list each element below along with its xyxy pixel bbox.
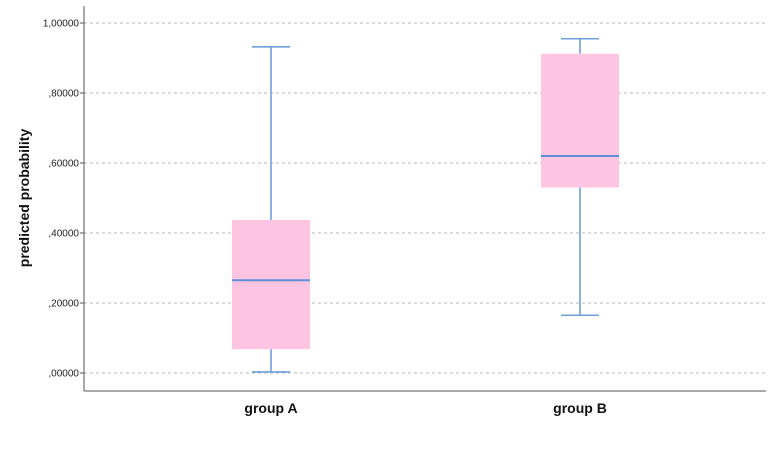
y-tick-labels: ,00000 ,20000 ,40000 ,60000 ,80000 1,00000	[43, 19, 84, 380]
y-tick-label: ,60000	[48, 159, 79, 170]
x-category-label: group A	[244, 400, 297, 416]
box-iqr	[541, 53, 619, 188]
axes	[83, 6, 766, 392]
box-iqr	[232, 220, 310, 350]
gridlines	[84, 22, 766, 374]
y-tick-label: ,80000	[48, 89, 79, 100]
x-category-labels: group A group B	[244, 400, 606, 416]
y-axis-title: predicted probability	[16, 129, 32, 268]
box-group-a	[232, 45, 310, 373]
y-tick-label: ,40000	[48, 229, 79, 240]
box-group-b	[541, 37, 619, 317]
box-series	[232, 37, 619, 373]
y-tick-label: ,00000	[48, 369, 79, 380]
y-tick-label: ,20000	[48, 299, 79, 310]
y-tick-label: 1,00000	[43, 19, 80, 30]
x-category-label: group B	[553, 400, 607, 416]
